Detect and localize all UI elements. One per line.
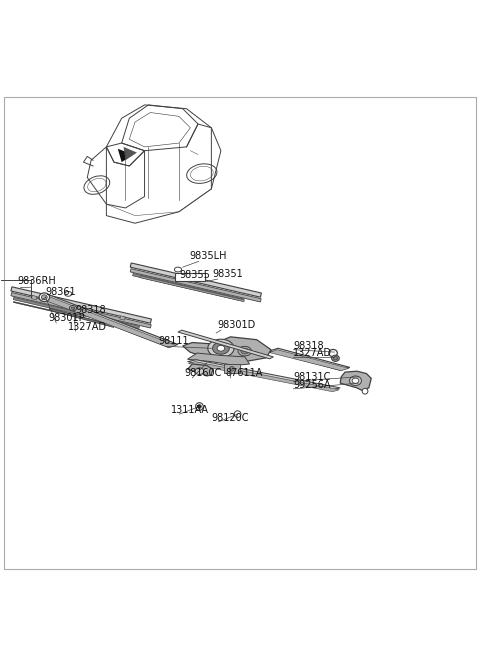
Ellipse shape (208, 339, 234, 358)
Polygon shape (11, 287, 151, 323)
Circle shape (234, 411, 241, 418)
Polygon shape (130, 263, 262, 297)
Text: 98120C: 98120C (211, 413, 249, 423)
Polygon shape (189, 362, 339, 392)
Bar (120, 316, 125, 320)
Ellipse shape (41, 295, 47, 300)
Text: 9836RH: 9836RH (17, 276, 56, 286)
Polygon shape (49, 308, 114, 328)
Bar (87, 308, 93, 312)
Polygon shape (40, 296, 176, 348)
Polygon shape (13, 297, 139, 328)
Text: 99256A: 99256A (293, 380, 331, 390)
Bar (32, 296, 37, 300)
Text: 1327AD: 1327AD (68, 322, 107, 332)
Text: 9835LH: 9835LH (189, 252, 227, 262)
Ellipse shape (349, 376, 361, 386)
FancyBboxPatch shape (224, 364, 240, 373)
Ellipse shape (65, 292, 72, 296)
Polygon shape (118, 149, 133, 162)
Text: 98301P: 98301P (48, 313, 85, 323)
Polygon shape (270, 350, 349, 371)
Circle shape (362, 388, 368, 394)
Ellipse shape (333, 356, 337, 360)
Polygon shape (183, 337, 271, 362)
Ellipse shape (352, 378, 359, 384)
Text: 87611A: 87611A (226, 368, 263, 378)
Text: 98111: 98111 (158, 336, 189, 346)
Text: 98160C: 98160C (184, 368, 222, 378)
Text: 98351: 98351 (212, 269, 243, 279)
Ellipse shape (217, 346, 225, 351)
Polygon shape (130, 268, 261, 302)
Polygon shape (123, 147, 137, 161)
Text: 98318: 98318 (293, 340, 324, 351)
Ellipse shape (70, 306, 76, 311)
Polygon shape (340, 371, 371, 390)
Ellipse shape (332, 355, 339, 362)
Text: 98131C: 98131C (293, 372, 331, 382)
Text: 1327AD: 1327AD (293, 348, 333, 358)
Text: 98318: 98318 (75, 305, 106, 315)
Polygon shape (11, 292, 151, 328)
Polygon shape (188, 353, 250, 366)
Polygon shape (188, 360, 340, 390)
Ellipse shape (39, 293, 49, 302)
Circle shape (198, 404, 201, 408)
Circle shape (196, 403, 203, 410)
Ellipse shape (174, 267, 181, 272)
Text: 98301D: 98301D (217, 320, 256, 330)
Ellipse shape (72, 307, 75, 310)
Ellipse shape (329, 350, 337, 356)
Polygon shape (140, 276, 244, 302)
FancyBboxPatch shape (175, 273, 205, 282)
Text: 98355: 98355 (179, 270, 210, 280)
Polygon shape (132, 274, 244, 301)
Polygon shape (269, 348, 350, 370)
Polygon shape (188, 364, 213, 376)
Text: 98361: 98361 (46, 287, 76, 297)
Ellipse shape (241, 348, 249, 354)
Polygon shape (13, 302, 132, 330)
Circle shape (229, 366, 234, 371)
Polygon shape (178, 330, 274, 359)
Ellipse shape (213, 342, 229, 354)
Ellipse shape (238, 346, 252, 356)
Ellipse shape (195, 368, 204, 374)
Text: 1311AA: 1311AA (171, 405, 209, 415)
Polygon shape (39, 295, 178, 347)
